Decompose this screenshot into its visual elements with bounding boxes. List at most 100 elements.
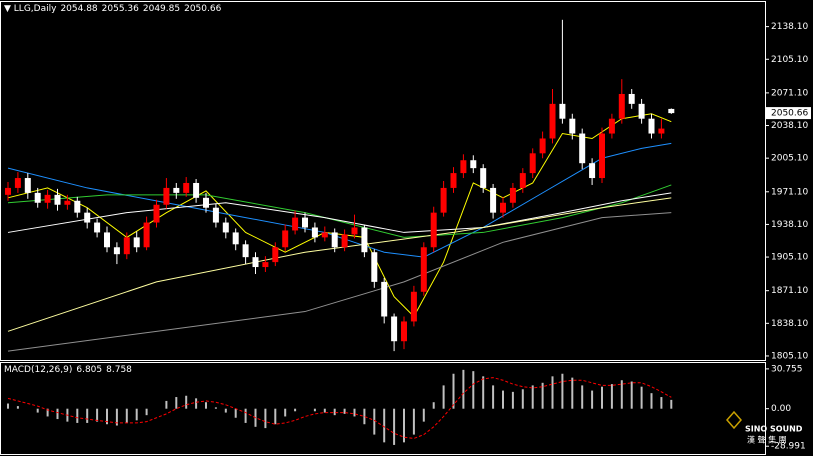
macd-title: MACD(12,26,9) — [4, 365, 73, 375]
y-tick-label: 2038.10 — [771, 121, 808, 131]
candle-body — [500, 202, 506, 213]
moving-average-line — [7, 142, 672, 258]
candle-body — [44, 194, 51, 203]
candle-body — [302, 217, 308, 228]
y-tick-label: 1905.10 — [771, 253, 808, 263]
y-tick-label: 1805.10 — [771, 351, 808, 361]
moving-average-line — [7, 197, 672, 332]
candle-body — [569, 118, 576, 134]
candle-body — [153, 204, 160, 223]
watermark-chinese: 漢 聲 集 團 — [747, 435, 787, 445]
y-tick-label: 1838.10 — [771, 319, 808, 329]
candle-body — [262, 262, 269, 268]
candle-body — [490, 187, 497, 213]
candle-body — [331, 232, 338, 248]
candle-body — [638, 103, 645, 119]
candle-body — [341, 234, 348, 248]
y-tick-label: 2071.10 — [771, 88, 808, 98]
y-tick-label: 1938.10 — [771, 220, 808, 230]
candle-body — [658, 128, 665, 134]
watermark-logo — [726, 410, 742, 430]
moving-average-line — [7, 212, 672, 352]
candle-body — [64, 200, 71, 205]
candle-body — [252, 257, 259, 268]
macd-header: MACD(12,26,9) 6.805 8.758 — [4, 365, 136, 375]
candle-body — [123, 237, 130, 255]
candle-body — [94, 222, 101, 233]
candle-body — [222, 222, 229, 233]
price-label-box — [766, 107, 811, 120]
candle-body — [559, 103, 566, 119]
current-price-label: 2050.66 — [771, 109, 808, 119]
candle-body — [74, 200, 81, 213]
candle-body — [450, 173, 457, 188]
candle-body — [272, 247, 279, 263]
header-close: 2050.66 — [184, 4, 222, 14]
candle-body — [460, 160, 467, 174]
candle-body — [351, 227, 358, 235]
candle-body — [401, 321, 407, 342]
candle-body — [232, 232, 239, 245]
candle-body — [480, 168, 487, 188]
header-open: 2054.88 — [60, 4, 98, 14]
watermark-brand: SINO SOUND — [745, 425, 803, 434]
candle-body — [242, 244, 249, 258]
candle-body — [519, 173, 526, 188]
candle-body — [34, 192, 41, 203]
y-tick-label: -28.991 — [771, 442, 806, 452]
candle-body — [193, 182, 200, 198]
candle-body — [104, 232, 110, 248]
symbol-title: LLG,Daily — [13, 4, 57, 14]
y-tick-label: 2005.10 — [771, 154, 808, 164]
main-panel-frame — [0, 1, 766, 361]
candle-body — [549, 103, 556, 139]
header-low: 2049.85 — [142, 4, 181, 14]
candle-body — [410, 291, 417, 322]
candle-body — [183, 182, 190, 193]
candle-body — [648, 118, 655, 134]
macd-signal-value: 8.758 — [106, 365, 132, 375]
candle-body — [579, 133, 586, 164]
candle-body — [618, 93, 625, 119]
candle-body — [420, 247, 427, 292]
header-high: 2055.36 — [101, 4, 139, 14]
chart-header: ▼ LLG,Daily 2054.88 2055.36 2049.85 2050.66 — [4, 4, 222, 14]
candle-body — [361, 227, 368, 253]
candle-body — [5, 187, 11, 195]
y-tick-label: 2105.10 — [771, 55, 808, 65]
y-tick-label: 0.00 — [771, 404, 791, 414]
candle-body — [282, 230, 289, 248]
candle-body — [628, 93, 635, 104]
candle-body — [84, 212, 91, 223]
candle-body — [173, 187, 180, 193]
candle-body — [14, 178, 21, 188]
candle-body — [311, 227, 318, 238]
y-tick-label: 30.755 — [771, 364, 803, 374]
candle-body — [203, 197, 209, 208]
candle-body — [212, 207, 219, 223]
moving-average-line — [7, 192, 672, 233]
macd-signal-line — [7, 377, 672, 439]
candle-body — [292, 217, 299, 231]
candle-body — [391, 316, 398, 342]
candle-body — [143, 222, 150, 248]
candle-body — [599, 133, 605, 179]
candle-body — [430, 212, 437, 248]
candle-body — [24, 178, 31, 193]
candle-body — [133, 237, 140, 248]
candle-body — [470, 160, 477, 169]
candle-body — [321, 232, 328, 238]
candle-body — [529, 153, 536, 174]
candle-body — [509, 187, 516, 203]
y-tick-label: 1971.10 — [771, 187, 808, 197]
candle-body — [539, 138, 546, 154]
y-tick-label: 2138.10 — [771, 22, 808, 32]
candle-body — [668, 108, 675, 114]
candle-body — [113, 247, 120, 255]
candle-body — [371, 252, 378, 282]
candle-body — [54, 194, 61, 205]
macd-value: 6.805 — [76, 365, 103, 375]
candle-body — [163, 187, 170, 205]
